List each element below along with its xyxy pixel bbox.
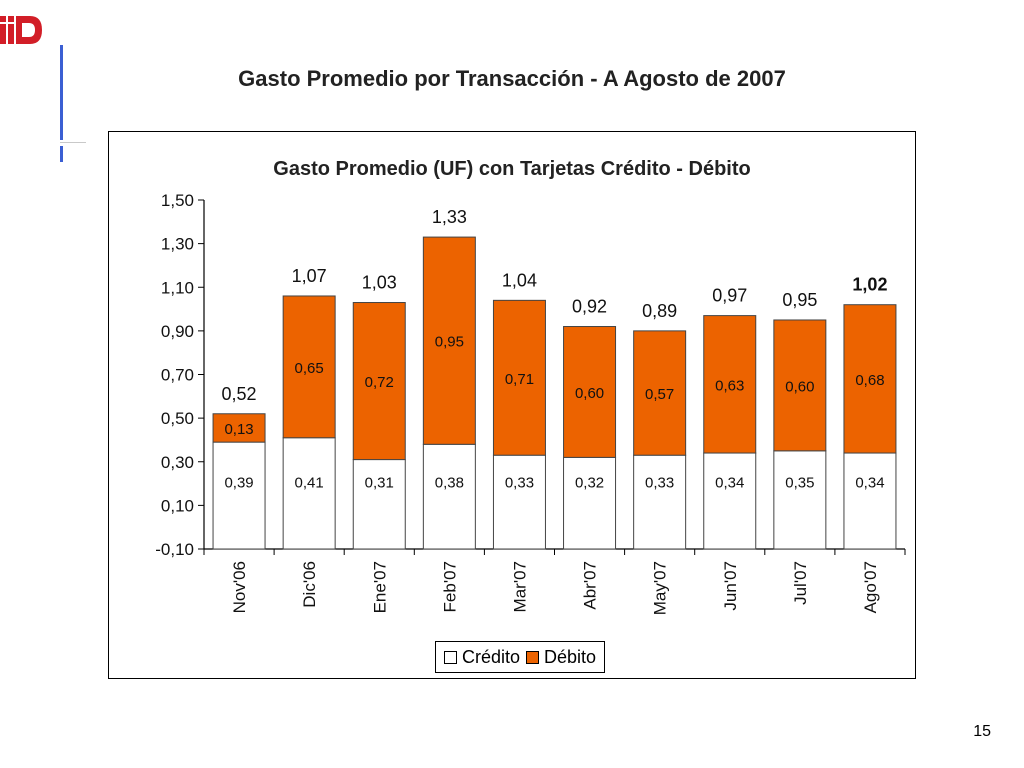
bar-debito: [282, 295, 336, 439]
slide-title: Gasto Promedio por Transacción - A Agost…: [238, 66, 786, 91]
y-tick-label: 0,90: [161, 322, 194, 341]
label-debito: 0,60: [785, 378, 814, 395]
bank-logo-icon: [0, 14, 44, 51]
label-debito: 0,72: [365, 374, 394, 391]
bar-debito: [773, 319, 827, 452]
label-total: 1,04: [502, 270, 537, 290]
bar-debito: [703, 315, 757, 454]
x-tick-label: Dic'06: [300, 561, 319, 608]
label-total: 0,52: [222, 384, 257, 404]
x-tick-label: Ago'07: [861, 561, 880, 613]
y-tick-label: 0,70: [161, 366, 194, 385]
bar-debito: [212, 413, 266, 443]
label-credito: 0,33: [505, 474, 534, 491]
y-tick-label: 1,50: [161, 191, 194, 210]
bar-debito: [563, 326, 617, 458]
bar-credito: [843, 452, 897, 550]
bar-credito: [422, 443, 476, 550]
bar-debito: [843, 304, 897, 454]
legend-label-debito: Débito: [544, 646, 597, 667]
legend-label-credito: Crédito: [462, 646, 521, 667]
label-debito: 0,63: [715, 377, 744, 394]
label-total: 0,97: [712, 286, 747, 306]
label-debito: 0,95: [435, 334, 464, 351]
y-tick-label: 0,30: [161, 453, 194, 472]
legend-item-credito: Crédito: [444, 647, 520, 668]
bar-credito: [563, 456, 617, 550]
label-debito: 0,13: [224, 421, 253, 438]
bar-debito: [492, 299, 546, 456]
x-tick-label: Ene'07: [370, 561, 389, 613]
y-tick-label: 0,10: [161, 496, 194, 515]
label-total: 1,07: [292, 266, 327, 286]
bar-credito: [212, 441, 266, 550]
x-tick-label: Abr'07: [581, 561, 600, 610]
label-debito: 0,68: [855, 372, 884, 389]
chart-title: Gasto Promedio (UF) con Tarjetas Crédito…: [273, 158, 750, 180]
chart-legend: Crédito Débito: [435, 641, 606, 673]
bar-debito: [422, 236, 476, 445]
y-tick-label: 1,10: [161, 278, 194, 297]
label-total: 1,33: [432, 207, 467, 227]
label-credito: 0,34: [715, 474, 744, 491]
y-tick-label: -0,10: [155, 540, 194, 559]
x-tick-label: Mar'07: [510, 561, 529, 612]
bar-credito: [703, 452, 757, 550]
bar-credito: [492, 454, 546, 550]
label-credito: 0,33: [645, 474, 674, 491]
x-tick-label: Feb'07: [440, 561, 459, 612]
label-credito: 0,31: [365, 474, 394, 491]
y-tick-label: 1,30: [161, 235, 194, 254]
label-credito: 0,38: [435, 474, 464, 491]
bar-credito: [282, 437, 336, 550]
label-credito: 0,41: [295, 474, 324, 491]
divider: [60, 142, 86, 143]
accent-bar-small: [60, 146, 63, 162]
x-tick-label: Nov'06: [230, 561, 249, 613]
label-total: 0,95: [782, 290, 817, 310]
bar-debito: [633, 330, 687, 456]
label-debito: 0,71: [505, 371, 534, 388]
x-tick-label: Jun'07: [721, 561, 740, 611]
accent-bar: [60, 45, 63, 140]
x-tick-label: Jul'07: [791, 561, 810, 605]
legend-swatch-debito: [526, 650, 540, 664]
bar-credito: [352, 459, 406, 550]
legend-item-debito: Débito: [526, 647, 596, 668]
label-debito: 0,65: [295, 360, 324, 377]
label-debito: 0,60: [575, 385, 604, 402]
label-total: 1,03: [362, 273, 397, 293]
x-tick-label: May'07: [651, 561, 670, 615]
bar-credito: [633, 454, 687, 550]
label-total: 0,92: [572, 297, 607, 317]
label-total: 0,89: [642, 301, 677, 321]
page-number: 15: [973, 723, 991, 740]
label-credito: 0,34: [855, 474, 884, 491]
label-credito: 0,39: [224, 474, 253, 491]
bar-debito: [352, 302, 406, 461]
label-credito: 0,32: [575, 474, 604, 491]
y-tick-label: 0,50: [161, 409, 194, 428]
bar-credito: [773, 450, 827, 550]
label-credito: 0,35: [785, 474, 814, 491]
label-total: 1,02: [852, 275, 887, 295]
label-debito: 0,57: [645, 386, 674, 403]
legend-swatch-credito: [444, 650, 457, 664]
